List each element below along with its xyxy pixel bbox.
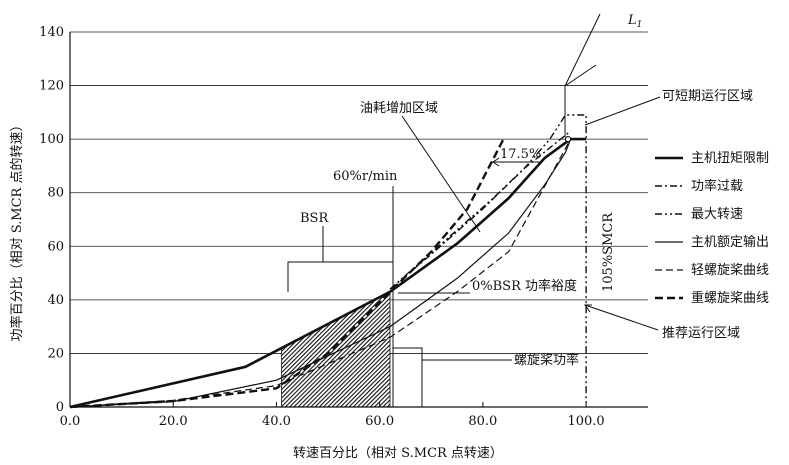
y-tick-label: 120 — [39, 79, 64, 94]
x-tick-label: 40.0 — [262, 414, 291, 429]
legend-label-3: 最大转速 — [691, 207, 743, 222]
series-lines — [69, 114, 587, 409]
smcr-105-label: 105%SMCR — [601, 212, 616, 292]
legend-label-4: 主机额定输出 — [691, 234, 769, 250]
recommended-label: 推荐运行区域 — [662, 326, 740, 341]
bsr-shaded-region — [281, 291, 391, 408]
annotation-leaders — [287, 13, 661, 407]
axes — [69, 32, 648, 408]
y-tick-label: 140 — [39, 25, 64, 40]
series-line-1 — [69, 137, 587, 409]
x-tick-label: 100.0 — [567, 414, 604, 429]
y-axis-title: 功率百分比（相对 S.MCR 点的转速） — [9, 119, 25, 342]
bsr-label: BSR — [300, 211, 329, 226]
y-tick-label: 100 — [39, 132, 64, 147]
legend-label-1: 主机扭矩限制 — [691, 151, 769, 166]
y-tick-label: 80 — [47, 186, 64, 201]
legend-label-2: 功率过载 — [691, 178, 743, 194]
percent-175-label: 17.5% — [500, 147, 541, 162]
l1-label: L1 — [627, 13, 642, 30]
bsr-hatch-area — [281, 291, 391, 408]
y-tick-label: 0 — [56, 400, 64, 415]
series-line-3 — [389, 114, 587, 407]
x-tick-label: 0.0 — [60, 414, 81, 429]
smcr-point-marker — [564, 135, 572, 143]
y-tick-label: 20 — [47, 346, 64, 361]
x-tick-label: 20.0 — [159, 414, 188, 429]
series-line-5 — [69, 138, 572, 408]
x-tick-label: 80.0 — [468, 414, 497, 429]
bsr-margin-label: 0%BSR 功率裕度 — [472, 278, 577, 294]
grid-lines — [70, 31, 648, 408]
fuel-region-label: 油耗增加区域 — [360, 101, 438, 116]
y-tick-label: 60 — [47, 239, 64, 254]
legend-label-5: 轻螺旋桨曲线 — [691, 262, 769, 278]
y-tick-label: 40 — [47, 293, 64, 308]
legend-label-6: 重螺旋桨曲线 — [691, 290, 769, 306]
series-line-2 — [389, 130, 572, 290]
series-line-6 — [69, 138, 505, 409]
series-line-4 — [69, 138, 572, 408]
tick-labels: 0 20 40 60 80 100 120 140 0.0 20.0 40.0 60.0 80.0 100… — [39, 25, 605, 429]
short-term-label: 可短期运行区域 — [662, 89, 753, 104]
x-tick-label: 60.0 — [365, 414, 394, 429]
x-axis-title: 转速百分比（相对 S.MCR 点转速） — [293, 446, 503, 461]
propeller-power-label: 螺旋桨功率 — [514, 352, 579, 368]
speed-60-label: 60%r/min — [333, 169, 398, 184]
